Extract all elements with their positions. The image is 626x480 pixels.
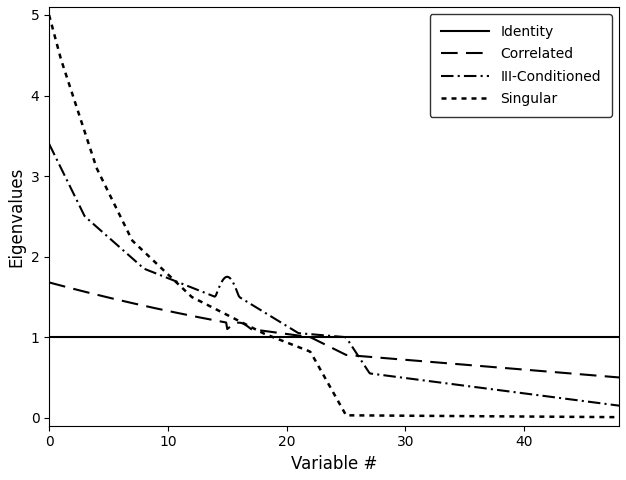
Identity xyxy=(354,334,361,340)
III-Conditioned xyxy=(319,332,327,338)
Correlated xyxy=(602,373,609,379)
Y-axis label: Eigenvalues: Eigenvalues xyxy=(7,166,25,266)
Identity xyxy=(513,334,520,340)
Identity xyxy=(602,334,609,340)
III-Conditioned xyxy=(602,401,609,407)
Identity xyxy=(45,334,53,340)
Correlated xyxy=(615,374,623,380)
III-Conditioned xyxy=(316,332,324,338)
Correlated xyxy=(319,341,327,347)
Correlated xyxy=(384,356,392,361)
Singular xyxy=(615,414,623,420)
III-Conditioned xyxy=(615,403,623,408)
Legend: Identity, Correlated, III-Conditioned, Singular: Identity, Correlated, III-Conditioned, S… xyxy=(429,14,612,117)
Singular xyxy=(384,413,392,419)
III-Conditioned xyxy=(384,373,392,379)
III-Conditioned xyxy=(513,389,520,395)
Singular xyxy=(513,414,520,420)
X-axis label: Variable #: Variable # xyxy=(291,455,377,473)
Singular xyxy=(354,412,361,418)
Identity xyxy=(319,334,327,340)
Line: Singular: Singular xyxy=(49,15,619,417)
Line: Correlated: Correlated xyxy=(49,282,619,377)
Correlated xyxy=(316,339,324,345)
Identity xyxy=(316,334,324,340)
Singular xyxy=(316,366,324,372)
III-Conditioned xyxy=(354,352,361,358)
III-Conditioned xyxy=(45,141,53,147)
Singular xyxy=(602,414,609,420)
Correlated xyxy=(45,279,53,285)
Line: III-Conditioned: III-Conditioned xyxy=(49,144,619,406)
Correlated xyxy=(513,366,520,372)
Singular xyxy=(45,12,53,18)
Identity xyxy=(384,334,392,340)
Identity xyxy=(615,334,623,340)
Correlated xyxy=(354,353,361,359)
Singular xyxy=(319,372,327,378)
